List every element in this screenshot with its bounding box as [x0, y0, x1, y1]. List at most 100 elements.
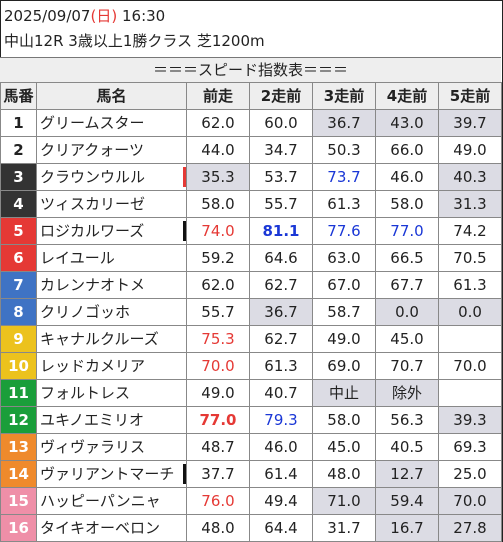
speed-index-3-races-ago: 31.7	[312, 514, 376, 542]
speed-index-2-races-ago: 40.7	[249, 379, 313, 407]
race-info: 中山12R 3歳以上1勝クラス 芝1200m	[4, 32, 265, 50]
horse-name-cell: レイユール	[36, 244, 187, 272]
speed-index-5-races-ago: 70.0	[438, 352, 502, 380]
speed-index-5-races-ago	[438, 325, 502, 353]
horse-name: ヴァリアントマーチ	[40, 465, 175, 483]
horse-name: ロジカルワーズ	[40, 222, 145, 240]
speed-index-3-races-ago: 63.0	[312, 244, 376, 272]
col-header-3-races-ago: 3走前	[312, 82, 376, 110]
speed-index-last-race: 55.7	[186, 298, 250, 326]
speed-index-4-races-ago: 40.5	[375, 433, 439, 461]
speed-index-3-races-ago: 73.7	[312, 163, 376, 191]
horse-name: ヴィヴァラリス	[40, 438, 146, 456]
table-row: 5 ロジカルワーズ 74.0 81.1 77.6 77.0 74.2	[0, 217, 502, 245]
speed-index-2-races-ago: 60.0	[249, 109, 313, 137]
speed-index-3-races-ago: 48.0	[312, 460, 376, 488]
speed-index-5-races-ago: 49.0	[438, 136, 502, 164]
speed-index-5-races-ago	[438, 379, 502, 407]
speed-index-4-races-ago: 0.0	[375, 298, 439, 326]
table-row: 16 タイキオーベロン 48.0 64.4 31.7 16.7 27.8	[0, 514, 502, 542]
horse-number: 2	[0, 136, 37, 164]
weekday-close: )	[111, 7, 118, 25]
speed-index-3-races-ago: 58.0	[312, 406, 376, 434]
speed-index-table: 馬番 馬名 前走 2走前 3走前 4走前 5走前 1 グリームスター 62.0 60.…	[0, 82, 502, 542]
speed-index-2-races-ago: 55.7	[249, 190, 313, 218]
speed-index-5-races-ago: 31.3	[438, 190, 502, 218]
table-header-row: 馬番 馬名 前走 2走前 3走前 4走前 5走前	[0, 82, 502, 110]
horse-name: カレンナオトメ	[40, 276, 146, 294]
horse-name-cell: ヴィヴァラリス	[36, 433, 187, 461]
speed-index-4-races-ago: 77.0	[375, 217, 439, 245]
speed-index-4-races-ago: 16.7	[375, 514, 439, 542]
speed-index-4-races-ago: 56.3	[375, 406, 439, 434]
horse-number: 6	[0, 244, 37, 272]
speed-index-4-races-ago: 59.4	[375, 487, 439, 515]
horse-number: 7	[0, 271, 37, 299]
speed-index-5-races-ago: 25.0	[438, 460, 502, 488]
speed-index-3-races-ago: 71.0	[312, 487, 376, 515]
horse-number: 16	[0, 514, 37, 542]
horse-name: ユキノエミリオ	[40, 411, 144, 429]
horse-name-cell: フォルトレス	[36, 379, 187, 407]
horse-number: 1	[0, 109, 37, 137]
table-row: 12 ユキノエミリオ 77.0 79.3 58.0 56.3 39.3	[0, 406, 502, 434]
horse-name-cell: クリノゴッホ	[36, 298, 187, 326]
speed-index-4-races-ago: 66.5	[375, 244, 439, 272]
speed-index-2-races-ago: 64.6	[249, 244, 313, 272]
speed-index-last-race: 75.3	[186, 325, 250, 353]
weekday-open: (	[90, 7, 97, 25]
table-row: 14 ヴァリアントマーチ 37.7 61.4 48.0 12.7 25.0	[0, 460, 502, 488]
horse-number: 3	[0, 163, 37, 191]
horse-number: 14	[0, 460, 37, 488]
speed-index-last-race: 76.0	[186, 487, 250, 515]
speed-index-3-races-ago: 77.6	[312, 217, 376, 245]
marker-bar	[183, 167, 186, 187]
speed-index-4-races-ago: 70.7	[375, 352, 439, 380]
speed-index-4-races-ago: 46.0	[375, 163, 439, 191]
horse-name: ツィスカリーゼ	[40, 195, 146, 213]
speed-index-4-races-ago: 67.7	[375, 271, 439, 299]
table-row: 4 ツィスカリーゼ 58.0 55.7 61.3 58.0 31.3	[0, 190, 502, 218]
speed-index-3-races-ago: 50.3	[312, 136, 376, 164]
speed-index-2-races-ago: 49.4	[249, 487, 313, 515]
speed-index-5-races-ago: 61.3	[438, 271, 502, 299]
speed-index-2-races-ago: 79.3	[249, 406, 313, 434]
horse-number: 4	[0, 190, 37, 218]
speed-index-2-races-ago: 46.0	[249, 433, 313, 461]
speed-index-2-races-ago: 61.4	[249, 460, 313, 488]
speed-index-last-race: 62.0	[186, 271, 250, 299]
col-header-last-race: 前走	[186, 82, 250, 110]
table-row: 7 カレンナオトメ 62.0 62.7 67.0 67.7 61.3	[0, 271, 502, 299]
horse-number: 9	[0, 325, 37, 353]
marker-bar	[183, 221, 186, 241]
horse-number: 10	[0, 352, 37, 380]
speed-index-last-race: 59.2	[186, 244, 250, 272]
horse-name: クリノゴッホ	[40, 303, 131, 321]
table-row: 2 クリアクォーツ 44.0 34.7 50.3 66.0 49.0	[0, 136, 502, 164]
table-row: 6 レイユール 59.2 64.6 63.0 66.5 70.5	[0, 244, 502, 272]
table-row: 13 ヴィヴァラリス 48.7 46.0 45.0 40.5 69.3	[0, 433, 502, 461]
col-header-2-races-ago: 2走前	[249, 82, 313, 110]
speed-index-3-races-ago: 45.0	[312, 433, 376, 461]
horse-name: ハッピーパンニャ	[40, 492, 161, 510]
horse-name: レッドカメリア	[40, 357, 146, 375]
speed-index-2-races-ago: 62.7	[249, 325, 313, 353]
speed-index-last-race: 77.0	[186, 406, 250, 434]
marker-bar	[183, 464, 186, 484]
race-datetime: 2025/09/07(日) 16:30	[4, 6, 165, 26]
speed-index-5-races-ago: 69.3	[438, 433, 502, 461]
race-time: 16:30	[121, 7, 166, 25]
speed-index-3-races-ago: 中止	[312, 379, 376, 407]
horse-name: フォルトレス	[40, 384, 131, 402]
horse-name-cell: ツィスカリーゼ	[36, 190, 187, 218]
speed-index-last-race: 48.0	[186, 514, 250, 542]
horse-name-cell: キャナルクルーズ	[36, 325, 187, 353]
table-title: ＝＝＝スピード指数表＝＝＝	[0, 57, 501, 83]
speed-index-5-races-ago: 39.7	[438, 109, 502, 137]
speed-index-5-races-ago: 70.5	[438, 244, 502, 272]
horse-name-cell: ユキノエミリオ	[36, 406, 187, 434]
horse-name-cell: クラウンウルル	[36, 163, 187, 191]
speed-index-2-races-ago: 81.1	[249, 217, 313, 245]
speed-index-4-races-ago: 除外	[375, 379, 439, 407]
speed-index-3-races-ago: 61.3	[312, 190, 376, 218]
